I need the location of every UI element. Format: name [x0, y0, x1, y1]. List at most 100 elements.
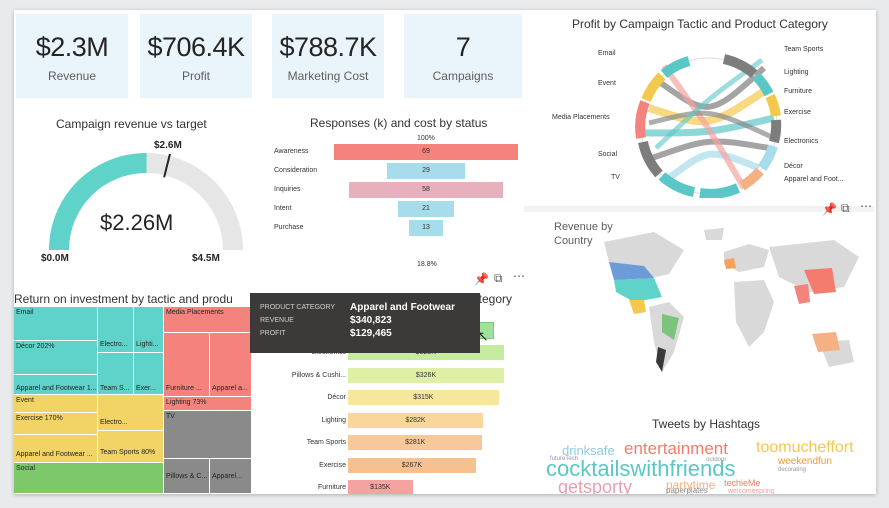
- visual-header-strip: [524, 206, 874, 212]
- map-region-india: [794, 284, 810, 304]
- kpi-value: $2.3M: [35, 32, 109, 62]
- treemap-cell[interactable]: Team Sports 80%: [98, 431, 164, 463]
- hashtag-word[interactable]: entertainment: [624, 439, 728, 458]
- kpi-card-profit[interactable]: $706.4K Profit: [140, 14, 252, 98]
- treemap-cell[interactable]: Exer...: [134, 353, 164, 395]
- hashtag-word[interactable]: weekendfun: [778, 456, 832, 467]
- treemap-chart[interactable]: Email Décor 202% Electro... Lighti... Ap…: [14, 307, 252, 494]
- treemap-cell[interactable]: Pillows & C...: [164, 459, 210, 494]
- mouse-cursor-icon: ↖: [477, 328, 489, 344]
- tooltip-value: $340,823: [350, 315, 392, 326]
- funnel-stage-label: Intent: [274, 205, 292, 212]
- hashtag-word[interactable]: drinksafe: [562, 443, 615, 458]
- bar-chart[interactable]: Electronics$325KPillows & Cushi...$326KD…: [268, 345, 518, 494]
- kpi-value: $788.7K: [279, 32, 377, 62]
- chord-ribbons: [643, 57, 776, 190]
- report-canvas: $2.3M Revenue $706.4K Profit $788.7K Mar…: [14, 10, 876, 494]
- pin-icon[interactable]: 📌: [822, 202, 837, 216]
- treemap-cell[interactable]: Email: [14, 307, 98, 341]
- treemap-cell[interactable]: Apparel and Footwear 1...: [14, 375, 98, 395]
- tooltip-row: PROFIT $129,465: [260, 327, 470, 340]
- hashtag-word[interactable]: welcomespring: [728, 488, 775, 494]
- tooltip-row: REVENUE $340,823: [260, 314, 470, 327]
- funnel-chart[interactable]: Awareness 69 Consideration 29 Inquiries 58 Int…: [274, 144, 518, 264]
- hashtag-word[interactable]: getsporty: [558, 477, 633, 494]
- treemap-cell[interactable]: Electro...: [98, 307, 134, 353]
- chord-category-label: Furniture: [784, 88, 813, 95]
- funnel-stage-bar[interactable]: 29: [387, 163, 465, 179]
- gauge-fill: [49, 153, 147, 250]
- treemap-cell[interactable]: Team S...: [98, 353, 134, 395]
- map-region-china: [804, 268, 836, 294]
- bar[interactable]: $267K: [348, 457, 476, 473]
- tooltip: PRODUCT CATEGORY Apparel and Footwear RE…: [250, 293, 480, 353]
- funnel-stage-bar[interactable]: 69: [334, 144, 518, 160]
- bar[interactable]: $326K: [348, 367, 504, 383]
- treemap-cell[interactable]: Apparel...: [210, 459, 252, 494]
- chord-title: Profit by Campaign Tactic and Product Ca…: [572, 17, 828, 31]
- hashtag-word[interactable]: decorating: [778, 467, 807, 473]
- bar-category-label: Furniture: [317, 484, 346, 491]
- treemap-cell[interactable]: Lighting 73%: [164, 397, 252, 411]
- treemap-cell[interactable]: Event: [14, 395, 98, 413]
- chord-diagram[interactable]: [634, 38, 784, 198]
- hashtag-word[interactable]: futureTech: [550, 456, 579, 462]
- treemap-cell[interactable]: Electro...: [98, 395, 164, 431]
- kpi-card-revenue[interactable]: $2.3M Revenue: [16, 14, 128, 98]
- kpi-value: $706.4K: [147, 32, 245, 62]
- treemap-cell[interactable]: Exercise 170%: [14, 413, 98, 435]
- kpi-card-marketing-cost[interactable]: $788.7K Marketing Cost: [272, 14, 384, 98]
- hashtag-word[interactable]: toomucheffort: [756, 439, 854, 456]
- hashtag-word[interactable]: partytime: [666, 478, 716, 492]
- funnel-bottom-label: 18.8%: [417, 261, 437, 268]
- funnel-title: Responses (k) and cost by status: [310, 116, 488, 130]
- funnel-stage-label: Consideration: [274, 167, 318, 174]
- treemap-cell[interactable]: TV: [164, 411, 252, 459]
- tooltip-key: PROFIT: [260, 330, 286, 337]
- more-options-icon[interactable]: ⋯: [513, 269, 525, 283]
- more-options-icon[interactable]: ⋯: [860, 199, 872, 213]
- focus-mode-icon[interactable]: ⧉: [841, 201, 850, 215]
- bar-category-label: Pillows & Cushi...: [291, 371, 346, 379]
- world-map[interactable]: [574, 222, 864, 397]
- hashtag-word[interactable]: techieMe: [724, 478, 761, 488]
- treemap-cell[interactable]: Apparel a...: [210, 333, 252, 397]
- funnel-stage-bar[interactable]: 21: [398, 201, 454, 217]
- treemap-cell[interactable]: Social: [14, 463, 164, 494]
- wordcloud-title: Tweets by Hashtags: [652, 417, 761, 431]
- tooltip-value: $129,465: [350, 328, 392, 339]
- tooltip-key: PRODUCT CATEGORY: [260, 304, 336, 311]
- tooltip-key: REVENUE: [260, 317, 294, 324]
- kpi-card-campaigns[interactable]: 7 Campaigns: [404, 14, 522, 98]
- map-region-chile: [656, 347, 666, 372]
- map-region-canada: [609, 262, 654, 280]
- bar[interactable]: $282K: [348, 412, 483, 428]
- funnel-stage-bar[interactable]: 58: [348, 182, 504, 198]
- chord-category-label: Team Sports: [784, 46, 824, 53]
- treemap-cell[interactable]: Apparel and Footwear ...: [14, 435, 98, 463]
- treemap-cell[interactable]: Media Placements: [164, 307, 252, 333]
- kpi-label: Marketing Cost: [287, 69, 369, 83]
- focus-mode-icon[interactable]: ⧉: [494, 271, 503, 285]
- word-cloud[interactable]: drinksafe entertainment toomucheffort fu…: [542, 438, 872, 495]
- chord-category-label: Exercise: [784, 109, 811, 116]
- funnel-stage-bar[interactable]: 13: [408, 220, 444, 236]
- pin-icon[interactable]: 📌: [474, 272, 489, 286]
- bar[interactable]: $315K: [348, 390, 499, 405]
- treemap-cell[interactable]: Furniture ...: [164, 333, 210, 397]
- bar-category-label: Team Sports: [306, 439, 346, 446]
- hashtag-word[interactable]: outdoor: [706, 457, 727, 463]
- chord-tactic-label: Event: [598, 80, 616, 87]
- gauge-chart[interactable]: [34, 140, 264, 270]
- bar[interactable]: $135K: [348, 480, 413, 494]
- map-region-usa: [614, 278, 662, 302]
- bar-category-label: Décor: [327, 394, 346, 401]
- treemap-cell[interactable]: Décor 202%: [14, 341, 98, 375]
- map-region-australia: [812, 332, 840, 352]
- tooltip-row: PRODUCT CATEGORY Apparel and Footwear: [260, 301, 470, 314]
- hashtag-word[interactable]: cocktailswithfriends: [546, 456, 736, 481]
- funnel-stage-label: Awareness: [274, 148, 309, 155]
- hashtag-word[interactable]: paperplates: [666, 486, 708, 495]
- bar[interactable]: $281K: [348, 435, 483, 450]
- treemap-cell[interactable]: Lighti...: [134, 307, 164, 353]
